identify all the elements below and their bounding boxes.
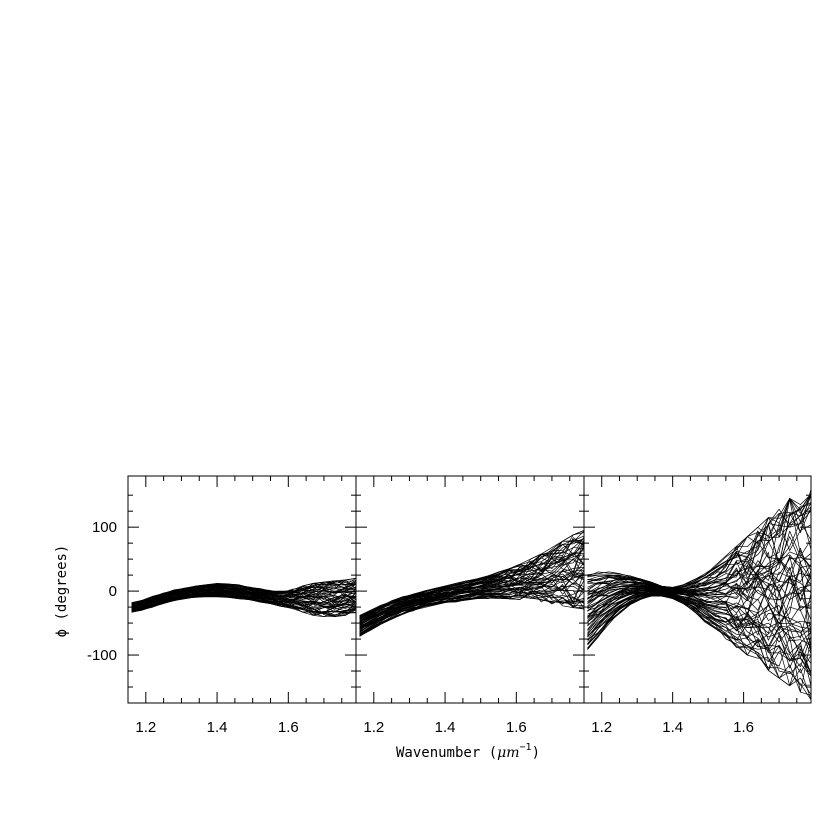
series-line	[359, 530, 585, 616]
series-line	[587, 494, 812, 588]
series-line	[587, 595, 812, 695]
x-tick-label: 1.2	[591, 719, 612, 736]
panel-1-curves	[131, 577, 357, 618]
x-axis-title-text: Wavenumber (	[396, 745, 497, 761]
chart-panels	[127, 475, 812, 704]
x-tick-label: 1.4	[662, 719, 683, 736]
x-tick-label: 1.6	[733, 719, 754, 736]
x-tick-label: 1.4	[207, 719, 228, 736]
panel-3	[583, 475, 812, 704]
x-axis-title-exponent: −1	[520, 742, 532, 753]
series-line	[359, 570, 585, 630]
panel-2-curves	[359, 530, 585, 637]
series-line	[359, 539, 585, 620]
series-line	[587, 521, 812, 590]
series-line	[359, 583, 585, 632]
series-line	[359, 540, 585, 617]
series-line	[587, 501, 812, 589]
series-line	[587, 506, 812, 596]
x-tick-label: 1.6	[506, 719, 527, 736]
series-line	[131, 588, 357, 608]
series-line	[587, 555, 812, 607]
series-line	[359, 530, 585, 617]
x-tick-label: 1.2	[363, 719, 384, 736]
y-axis-title: ϕ (degrees)	[54, 545, 70, 638]
series-line	[587, 592, 812, 659]
series-line	[587, 592, 812, 674]
panel-3-frame	[583, 475, 812, 704]
series-line	[359, 548, 585, 622]
series-line	[587, 585, 812, 611]
x-axis-title-unit: μm	[497, 745, 519, 761]
series-line	[587, 591, 812, 634]
series-line	[587, 590, 812, 633]
y-tick-label: 100	[92, 519, 117, 536]
y-tick-label: -100	[87, 647, 117, 664]
panel-3-curves	[587, 488, 812, 700]
x-axis-title-close: )	[532, 745, 540, 761]
panel-1	[127, 475, 357, 704]
x-tick-labels: 1.2 1.4 1.6 1.2 1.4 1.6 1.2 1.4 1.6	[135, 719, 754, 736]
series-line	[131, 577, 357, 603]
series-line	[359, 585, 585, 635]
series-line	[587, 592, 812, 693]
series-line	[587, 557, 812, 598]
x-tick-label: 1.2	[135, 719, 156, 736]
series-line	[587, 495, 812, 590]
series-line	[587, 565, 812, 609]
x-axis-title: Wavenumber (μm−1)	[396, 742, 540, 761]
panel-2	[355, 475, 585, 704]
series-line	[587, 495, 812, 588]
series-line	[587, 590, 812, 635]
x-tick-label: 1.6	[278, 719, 299, 736]
series-line	[587, 492, 812, 588]
series-line	[587, 522, 812, 600]
series-line	[587, 576, 812, 612]
x-tick-label: 1.4	[435, 719, 456, 736]
y-tick-labels: 100 0 -100	[87, 519, 117, 664]
y-tick-label: 0	[109, 583, 117, 600]
